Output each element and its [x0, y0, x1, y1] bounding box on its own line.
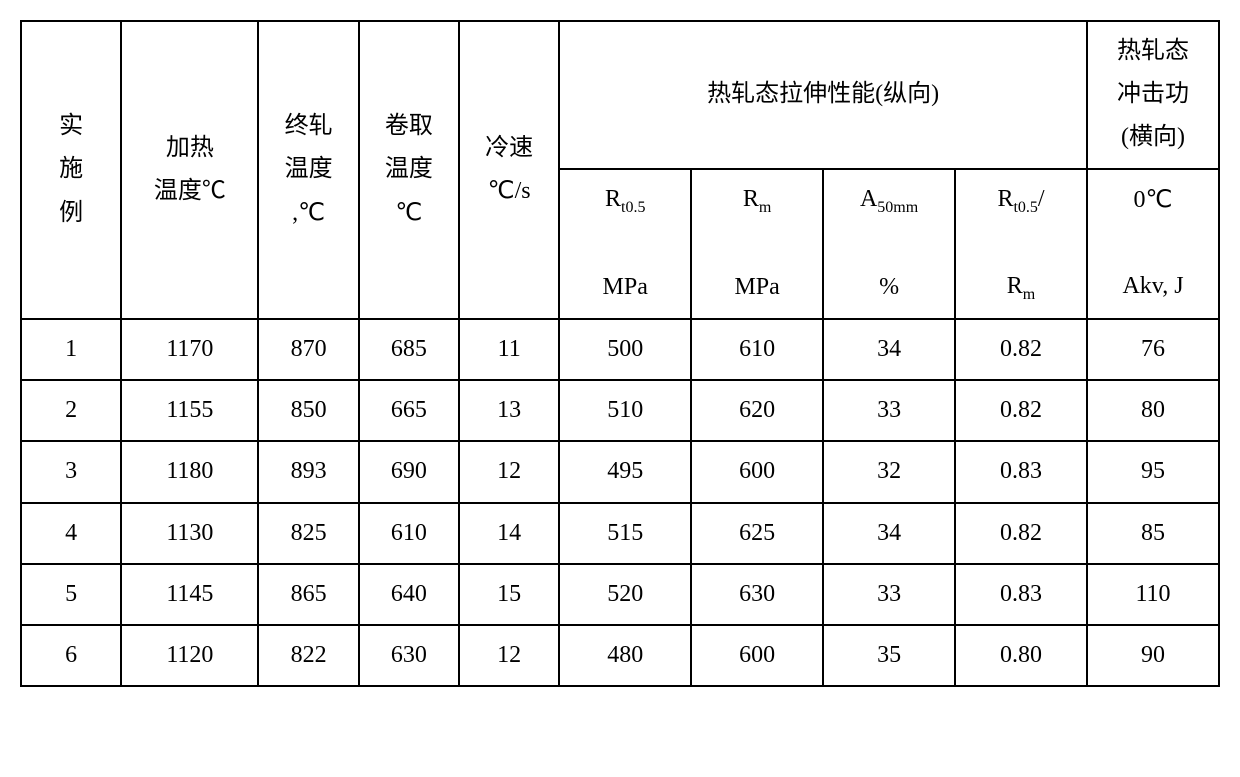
table-cell: 893	[258, 441, 358, 502]
table-cell: 600	[691, 441, 823, 502]
table-cell: 33	[823, 380, 955, 441]
table-cell: 850	[258, 380, 358, 441]
table-cell: 600	[691, 625, 823, 686]
table-cell: 870	[258, 319, 358, 380]
table-cell: 665	[359, 380, 459, 441]
header-row-1: 实 施 例 加热 温度℃ 终轧 温度 ,℃ 卷取 温度 ℃ 冷速 ℃/s 热轧态…	[21, 21, 1219, 169]
table-cell: 0.82	[955, 380, 1087, 441]
table-cell: 12	[459, 441, 559, 502]
table-cell: 1	[21, 319, 121, 380]
table-cell: 4	[21, 503, 121, 564]
table-cell: 12	[459, 625, 559, 686]
table-cell: 34	[823, 503, 955, 564]
table-cell: 76	[1087, 319, 1219, 380]
data-table: 实 施 例 加热 温度℃ 终轧 温度 ,℃ 卷取 温度 ℃ 冷速 ℃/s 热轧态…	[20, 20, 1220, 687]
table-cell: 822	[258, 625, 358, 686]
table-cell: 33	[823, 564, 955, 625]
table-cell: 630	[359, 625, 459, 686]
table-cell: 34	[823, 319, 955, 380]
table-cell: 520	[559, 564, 691, 625]
table-cell: 1145	[121, 564, 258, 625]
rm-symbol: Rm	[743, 186, 771, 212]
table-cell: 0.83	[955, 441, 1087, 502]
table-cell: 90	[1087, 625, 1219, 686]
table-cell: 0.82	[955, 319, 1087, 380]
table-row: 5114586564015520630330.83110	[21, 564, 1219, 625]
a50-symbol: A50mm	[860, 186, 918, 212]
table-cell: 3	[21, 441, 121, 502]
table-cell: 85	[1087, 503, 1219, 564]
table-cell: 610	[359, 503, 459, 564]
table-cell: 1130	[121, 503, 258, 564]
a50-unit: %	[879, 274, 899, 300]
table-cell: 640	[359, 564, 459, 625]
table-cell: 630	[691, 564, 823, 625]
table-row: 6112082263012480600350.8090	[21, 625, 1219, 686]
table-cell: 2	[21, 380, 121, 441]
table-cell: 0.80	[955, 625, 1087, 686]
table-row: 3118089369012495600320.8395	[21, 441, 1219, 502]
table-row: 2115585066513510620330.8280	[21, 380, 1219, 441]
table-cell: 610	[691, 319, 823, 380]
table-cell: 685	[359, 319, 459, 380]
table-cell: 825	[258, 503, 358, 564]
table-cell: 6	[21, 625, 121, 686]
table-cell: 5	[21, 564, 121, 625]
table-cell: 11	[459, 319, 559, 380]
col-header-a50: A50mm %	[823, 169, 955, 319]
table-cell: 35	[823, 625, 955, 686]
table-cell: 500	[559, 319, 691, 380]
ratio-numerator: Rt0.5/	[997, 186, 1044, 212]
rt05-symbol: Rt0.5	[605, 186, 645, 212]
col-header-impact-unit: 0℃ Akv, J	[1087, 169, 1219, 319]
rm-unit: MPa	[734, 274, 779, 300]
col-header-impact-title: 热轧态 冲击功 (横向)	[1087, 21, 1219, 169]
table-cell: 620	[691, 380, 823, 441]
table-cell: 515	[559, 503, 691, 564]
table-cell: 15	[459, 564, 559, 625]
table-cell: 0.82	[955, 503, 1087, 564]
col-header-cool-rate: 冷速 ℃/s	[459, 21, 559, 319]
table-cell: 495	[559, 441, 691, 502]
table-cell: 480	[559, 625, 691, 686]
col-header-tensile-group: 热轧态拉伸性能(纵向)	[559, 21, 1087, 169]
table-cell: 1170	[121, 319, 258, 380]
table-cell: 13	[459, 380, 559, 441]
table-cell: 110	[1087, 564, 1219, 625]
col-header-rm: Rm MPa	[691, 169, 823, 319]
ratio-denominator: Rm	[1007, 273, 1035, 299]
col-header-heat-temp: 加热 温度℃	[121, 21, 258, 319]
table-cell: 0.83	[955, 564, 1087, 625]
table-cell: 625	[691, 503, 823, 564]
table-cell: 1180	[121, 441, 258, 502]
table-row: 4113082561014515625340.8285	[21, 503, 1219, 564]
impact-unit: Akv, J	[1122, 273, 1183, 299]
table-cell: 690	[359, 441, 459, 502]
table-cell: 865	[258, 564, 358, 625]
table-row: 1117087068511500610340.8276	[21, 319, 1219, 380]
table-cell: 32	[823, 441, 955, 502]
col-header-example: 实 施 例	[21, 21, 121, 319]
table-cell: 14	[459, 503, 559, 564]
table-cell: 510	[559, 380, 691, 441]
rt05-unit: MPa	[603, 274, 648, 300]
table-body: 1117087068511500610340.82762115585066513…	[21, 319, 1219, 686]
col-header-final-roll-temp: 终轧 温度 ,℃	[258, 21, 358, 319]
table-cell: 95	[1087, 441, 1219, 502]
impact-temp: 0℃	[1134, 187, 1173, 213]
table-cell: 80	[1087, 380, 1219, 441]
col-header-rt05: Rt0.5 MPa	[559, 169, 691, 319]
col-header-coil-temp: 卷取 温度 ℃	[359, 21, 459, 319]
table-cell: 1120	[121, 625, 258, 686]
table-cell: 1155	[121, 380, 258, 441]
col-header-ratio: Rt0.5/ Rm	[955, 169, 1087, 319]
